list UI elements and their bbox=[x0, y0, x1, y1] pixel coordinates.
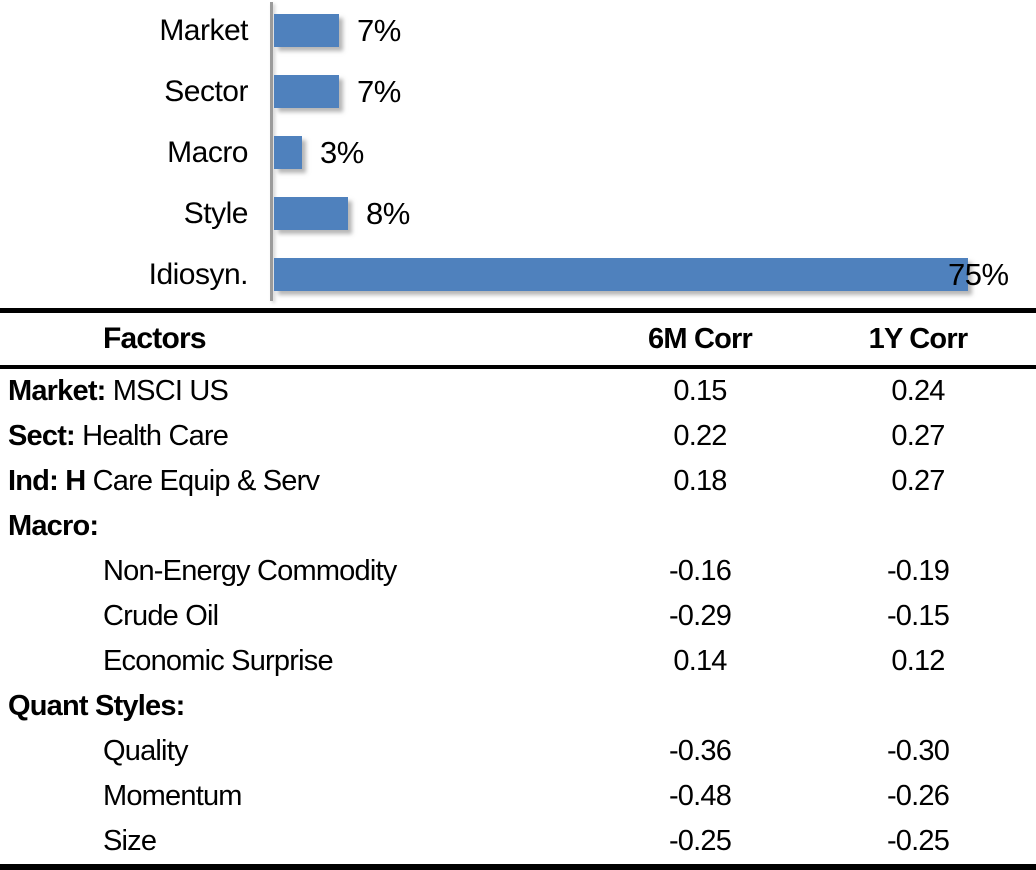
chart-vertical-axis bbox=[270, 2, 273, 301]
factor-cell: Sect: Health Care bbox=[0, 420, 560, 453]
table-row-sector: Sect: Health Care 0.22 0.27 bbox=[0, 414, 1036, 459]
factor-correlation-table: Factors 6M Corr 1Y Corr Market: MSCI US … bbox=[0, 308, 1036, 870]
corr-1y-cell: 0.27 bbox=[891, 465, 945, 497]
factor-cell: Macro: bbox=[0, 510, 560, 543]
factor-cell: Crude Oil bbox=[0, 600, 560, 633]
table-row-quant-styles-group: Quant Styles: bbox=[0, 684, 1036, 729]
bar-category-label: Sector bbox=[164, 75, 248, 108]
bar-value-label: 7% bbox=[357, 12, 401, 48]
corr-1y-cell: -0.30 bbox=[886, 735, 950, 767]
table-row-crude-oil: Crude Oil -0.29 -0.15 bbox=[0, 594, 1036, 639]
bar-row-sector: Sector 7% bbox=[0, 61, 1036, 122]
corr-1y-cell: 0.12 bbox=[891, 645, 945, 677]
corr-1y-cell: 0.27 bbox=[891, 420, 945, 452]
table-row-market: Market: MSCI US 0.15 0.24 bbox=[0, 369, 1036, 414]
bar-category-label: Market bbox=[159, 14, 248, 47]
bar-value-label: 8% bbox=[366, 195, 410, 231]
corr-6m-cell: -0.48 bbox=[668, 780, 732, 812]
bar-track: 7% bbox=[274, 0, 401, 61]
bar-row-style: Style 8% bbox=[0, 183, 1036, 244]
factor-cell: Economic Surprise bbox=[0, 645, 560, 678]
bar-track: 3% bbox=[274, 122, 364, 183]
corr-6m-cell: 0.14 bbox=[673, 645, 727, 677]
factor-rest: Economic Surprise bbox=[103, 645, 334, 677]
bar-category-label: Style bbox=[183, 197, 249, 230]
table-header-row: Factors 6M Corr 1Y Corr bbox=[0, 313, 1036, 369]
table-row-industry: Ind: H Care Equip & Serv 0.18 0.27 bbox=[0, 459, 1036, 504]
table-row-economic-surprise: Economic Surprise 0.14 0.12 bbox=[0, 639, 1036, 684]
bar-row-macro: Macro 3% bbox=[0, 122, 1036, 183]
bar-row-idiosyncratic: Idiosyn. 75% bbox=[0, 244, 1036, 305]
factor-bold-prefix: Sect: bbox=[8, 420, 76, 452]
bar-sector bbox=[274, 75, 339, 108]
factor-bold-prefix: Quant Styles: bbox=[8, 690, 185, 722]
table-row-quality: Quality -0.36 -0.30 bbox=[0, 729, 1036, 774]
corr-6m-cell: -0.29 bbox=[668, 600, 732, 632]
factor-bold-prefix: Macro: bbox=[8, 510, 99, 542]
factor-cell: Size bbox=[0, 825, 560, 858]
table-row-momentum: Momentum -0.48 -0.26 bbox=[0, 774, 1036, 819]
corr-6m-cell: -0.36 bbox=[668, 735, 732, 767]
header-1y-corr: 1Y Corr bbox=[868, 322, 968, 355]
corr-6m-cell: -0.16 bbox=[668, 555, 732, 587]
factor-cell: Quality bbox=[0, 735, 560, 768]
factor-bar-chart: Market 7% Sector 7% Macro 3% Style bbox=[0, 0, 1036, 308]
bar-track: 8% bbox=[274, 183, 410, 244]
bar-track: 75% bbox=[274, 244, 1009, 305]
bar-value-label: 75% bbox=[948, 256, 1009, 292]
factor-rest: Non-Energy Commodity bbox=[103, 555, 397, 587]
factor-bold-prefix: Ind: H bbox=[8, 465, 86, 497]
factor-rest: MSCI US bbox=[105, 375, 229, 407]
corr-1y-cell: 0.24 bbox=[891, 375, 945, 407]
corr-1y-cell: -0.26 bbox=[886, 780, 950, 812]
factor-cell: Momentum bbox=[0, 780, 560, 813]
bar-style bbox=[274, 197, 348, 230]
bar-track: 7% bbox=[274, 61, 401, 122]
bar-market bbox=[274, 14, 339, 47]
corr-1y-cell: -0.25 bbox=[886, 825, 950, 857]
factor-bold-prefix: Market: bbox=[8, 375, 106, 407]
corr-1y-cell: -0.19 bbox=[886, 555, 950, 587]
header-6m-corr: 6M Corr bbox=[648, 322, 753, 355]
corr-6m-cell: -0.25 bbox=[668, 825, 732, 857]
factor-rest: Momentum bbox=[103, 780, 242, 812]
bar-row-market: Market 7% bbox=[0, 0, 1036, 61]
bar-idiosyncratic bbox=[274, 258, 968, 291]
factor-rest: Crude Oil bbox=[103, 600, 219, 632]
factor-rest: Size bbox=[103, 825, 157, 857]
table-row-size: Size -0.25 -0.25 bbox=[0, 819, 1036, 864]
factor-rest: Health Care bbox=[74, 420, 229, 452]
table-row-macro-group: Macro: bbox=[0, 504, 1036, 549]
bar-macro bbox=[274, 136, 302, 169]
factor-cell: Market: MSCI US bbox=[0, 375, 560, 408]
corr-6m-cell: 0.15 bbox=[673, 375, 727, 407]
bar-value-label: 7% bbox=[357, 73, 401, 109]
corr-1y-cell: -0.15 bbox=[886, 600, 950, 632]
corr-6m-cell: 0.18 bbox=[673, 465, 727, 497]
table-row-non-energy-commodity: Non-Energy Commodity -0.16 -0.19 bbox=[0, 549, 1036, 594]
bar-value-label: 3% bbox=[320, 134, 364, 170]
factor-cell: Ind: H Care Equip & Serv bbox=[0, 465, 560, 498]
header-factors: Factors bbox=[103, 322, 207, 355]
factor-rest: Quality bbox=[103, 735, 188, 767]
corr-6m-cell: 0.22 bbox=[673, 420, 727, 452]
factor-cell: Quant Styles: bbox=[0, 690, 560, 723]
bar-category-label: Idiosyn. bbox=[148, 258, 249, 291]
factor-rest: Care Equip & Serv bbox=[85, 465, 320, 497]
factor-cell: Non-Energy Commodity bbox=[0, 555, 560, 588]
bar-category-label: Macro bbox=[167, 136, 248, 169]
